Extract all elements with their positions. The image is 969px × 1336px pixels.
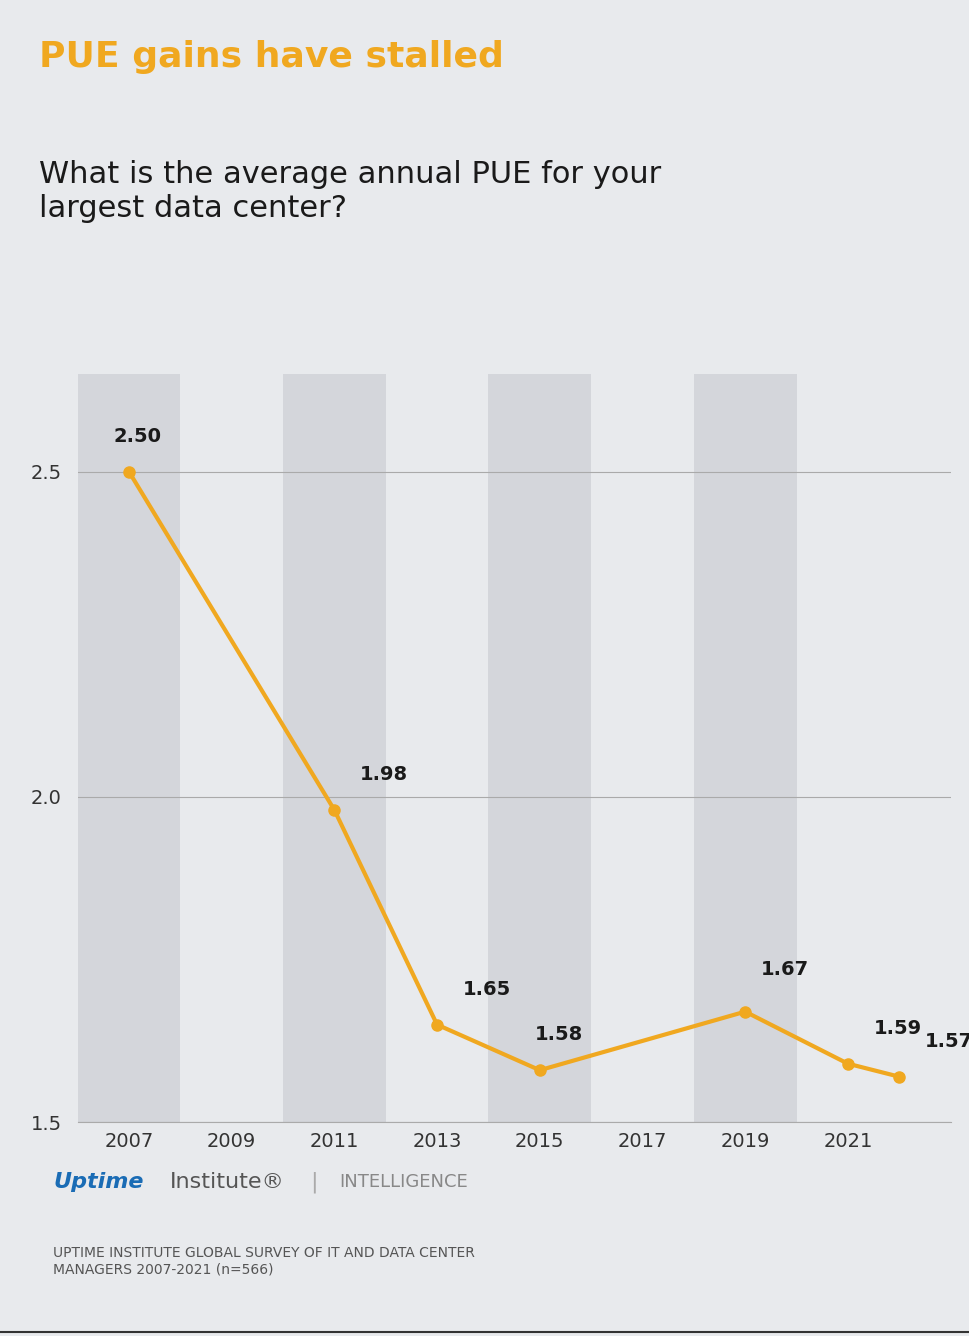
Text: Uptime: Uptime (53, 1172, 143, 1192)
Bar (78, 374, 180, 1122)
Bar (590, 374, 693, 1122)
Text: 1.67: 1.67 (760, 961, 808, 979)
Text: UPTIME INSTITUTE GLOBAL SURVEY OF IT AND DATA CENTER
MANAGERS 2007-2021 (n=566): UPTIME INSTITUTE GLOBAL SURVEY OF IT AND… (53, 1246, 475, 1276)
Text: |: | (310, 1172, 318, 1193)
Text: 2.50: 2.50 (113, 426, 162, 446)
Bar (488, 374, 590, 1122)
Bar (693, 374, 796, 1122)
Text: PUE gains have stalled: PUE gains have stalled (39, 40, 503, 73)
Text: What is the average annual PUE for your
largest data center?: What is the average annual PUE for your … (39, 160, 660, 223)
Text: INTELLIGENCE: INTELLIGENCE (339, 1173, 468, 1192)
Bar (283, 374, 386, 1122)
Text: 1.58: 1.58 (534, 1025, 582, 1045)
Text: Institute®: Institute® (170, 1172, 284, 1192)
Bar (386, 374, 488, 1122)
Text: 1.98: 1.98 (359, 766, 408, 784)
Text: 1.65: 1.65 (462, 979, 511, 998)
Text: 1.59: 1.59 (873, 1018, 921, 1038)
Bar (180, 374, 283, 1122)
Bar (796, 374, 898, 1122)
Text: 1.57: 1.57 (924, 1031, 969, 1050)
